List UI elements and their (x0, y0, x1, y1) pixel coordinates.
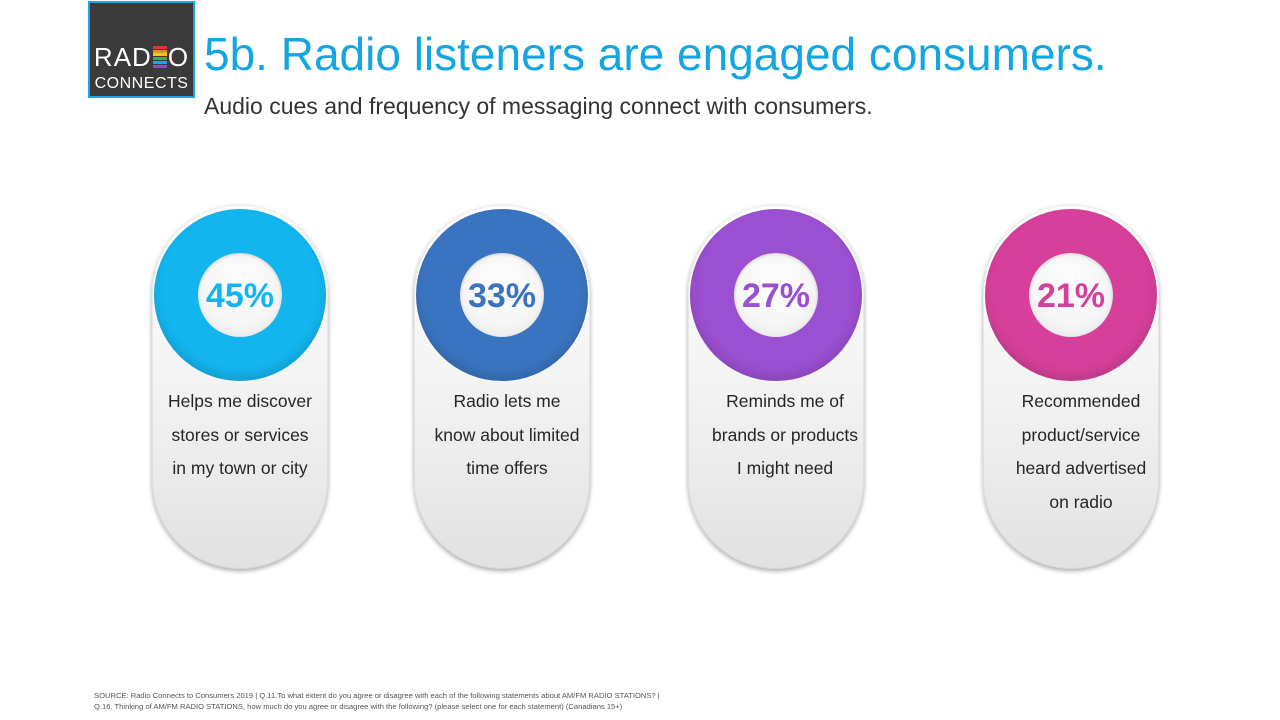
source-footnote: SOURCE: Radio Connects to Consumers 2019… (94, 690, 854, 712)
page-subtitle: Audio cues and frequency of messaging co… (204, 93, 873, 119)
stat-percentage: 27% (741, 277, 811, 315)
stat-description-line: on radio (1049, 491, 1113, 512)
stat-description: Radio lets me know about limited time of… (417, 385, 597, 486)
logo-equalizer-icon (152, 46, 167, 68)
logo-equalizer-bar (152, 64, 167, 68)
logo-wordmark-radio: RAD O (90, 43, 193, 71)
stat-description-line: Helps me discover (168, 391, 312, 411)
stat-ring: 33% (416, 209, 588, 381)
stat-card-reminds: 27% Reminds me of brands or products I m… (688, 205, 864, 569)
stat-description-line: time offers (466, 458, 548, 478)
stat-description-line: know about limited (434, 424, 580, 445)
stat-ring-center: 21% (1029, 253, 1113, 337)
page-title: 5b. Radio listeners are engaged consumer… (204, 28, 1107, 80)
stat-ring-center: 27% (734, 253, 818, 337)
stat-card-limited-offers: 33% Radio lets me know about limited tim… (414, 205, 590, 569)
stat-description: Reminds me of brands or products I might… (695, 385, 875, 486)
radio-connects-logo: RAD O CONNECTS (88, 1, 195, 98)
stat-description: Helps me discover stores or services in … (150, 385, 330, 486)
stat-description-line: stores or services (171, 424, 309, 445)
stat-ring-center: 45% (198, 253, 282, 337)
logo-equalizer-bar (152, 57, 167, 61)
stat-percentage: 21% (1036, 277, 1106, 315)
stat-percentage: 45% (205, 277, 275, 315)
logo-equalizer-bar (152, 53, 167, 57)
logo-text-rad: RAD (93, 42, 152, 72)
logo-wordmark-connects: CONNECTS (94, 75, 189, 92)
logo-text-o: O (167, 42, 190, 72)
stat-ring: 21% (985, 209, 1157, 381)
stat-ring-center: 33% (460, 253, 544, 337)
stat-card-recommended: 21% Recommended product/service heard ad… (983, 205, 1159, 569)
stat-description-line: Reminds me of (726, 391, 844, 411)
stat-percentage: 33% (467, 277, 537, 315)
stat-description-line: brands or products (712, 424, 858, 445)
stat-ring: 45% (154, 209, 326, 381)
stat-description-line: Recommended (1021, 391, 1141, 411)
source-line: SOURCE: Radio Connects to Consumers 2019… (94, 691, 660, 700)
stat-description-line: heard advertised (1015, 458, 1147, 478)
logo-equalizer-bar (152, 60, 167, 64)
stat-card-discover: 45% Helps me discover stores or services… (152, 205, 328, 569)
stat-ring: 27% (690, 209, 862, 381)
stat-description-line: I might need (736, 458, 834, 478)
stat-description-line: product/service (1021, 424, 1141, 445)
source-line: Q.16. Thinking of AM/FM RADIO STATIONS, … (94, 702, 623, 711)
logo-equalizer-bar (152, 49, 167, 53)
stat-description-line: Radio lets me (453, 391, 561, 411)
stat-description: Recommended product/service heard advert… (991, 385, 1171, 519)
logo-equalizer-bar (152, 46, 167, 49)
stat-description-line: in my town or city (172, 458, 308, 478)
